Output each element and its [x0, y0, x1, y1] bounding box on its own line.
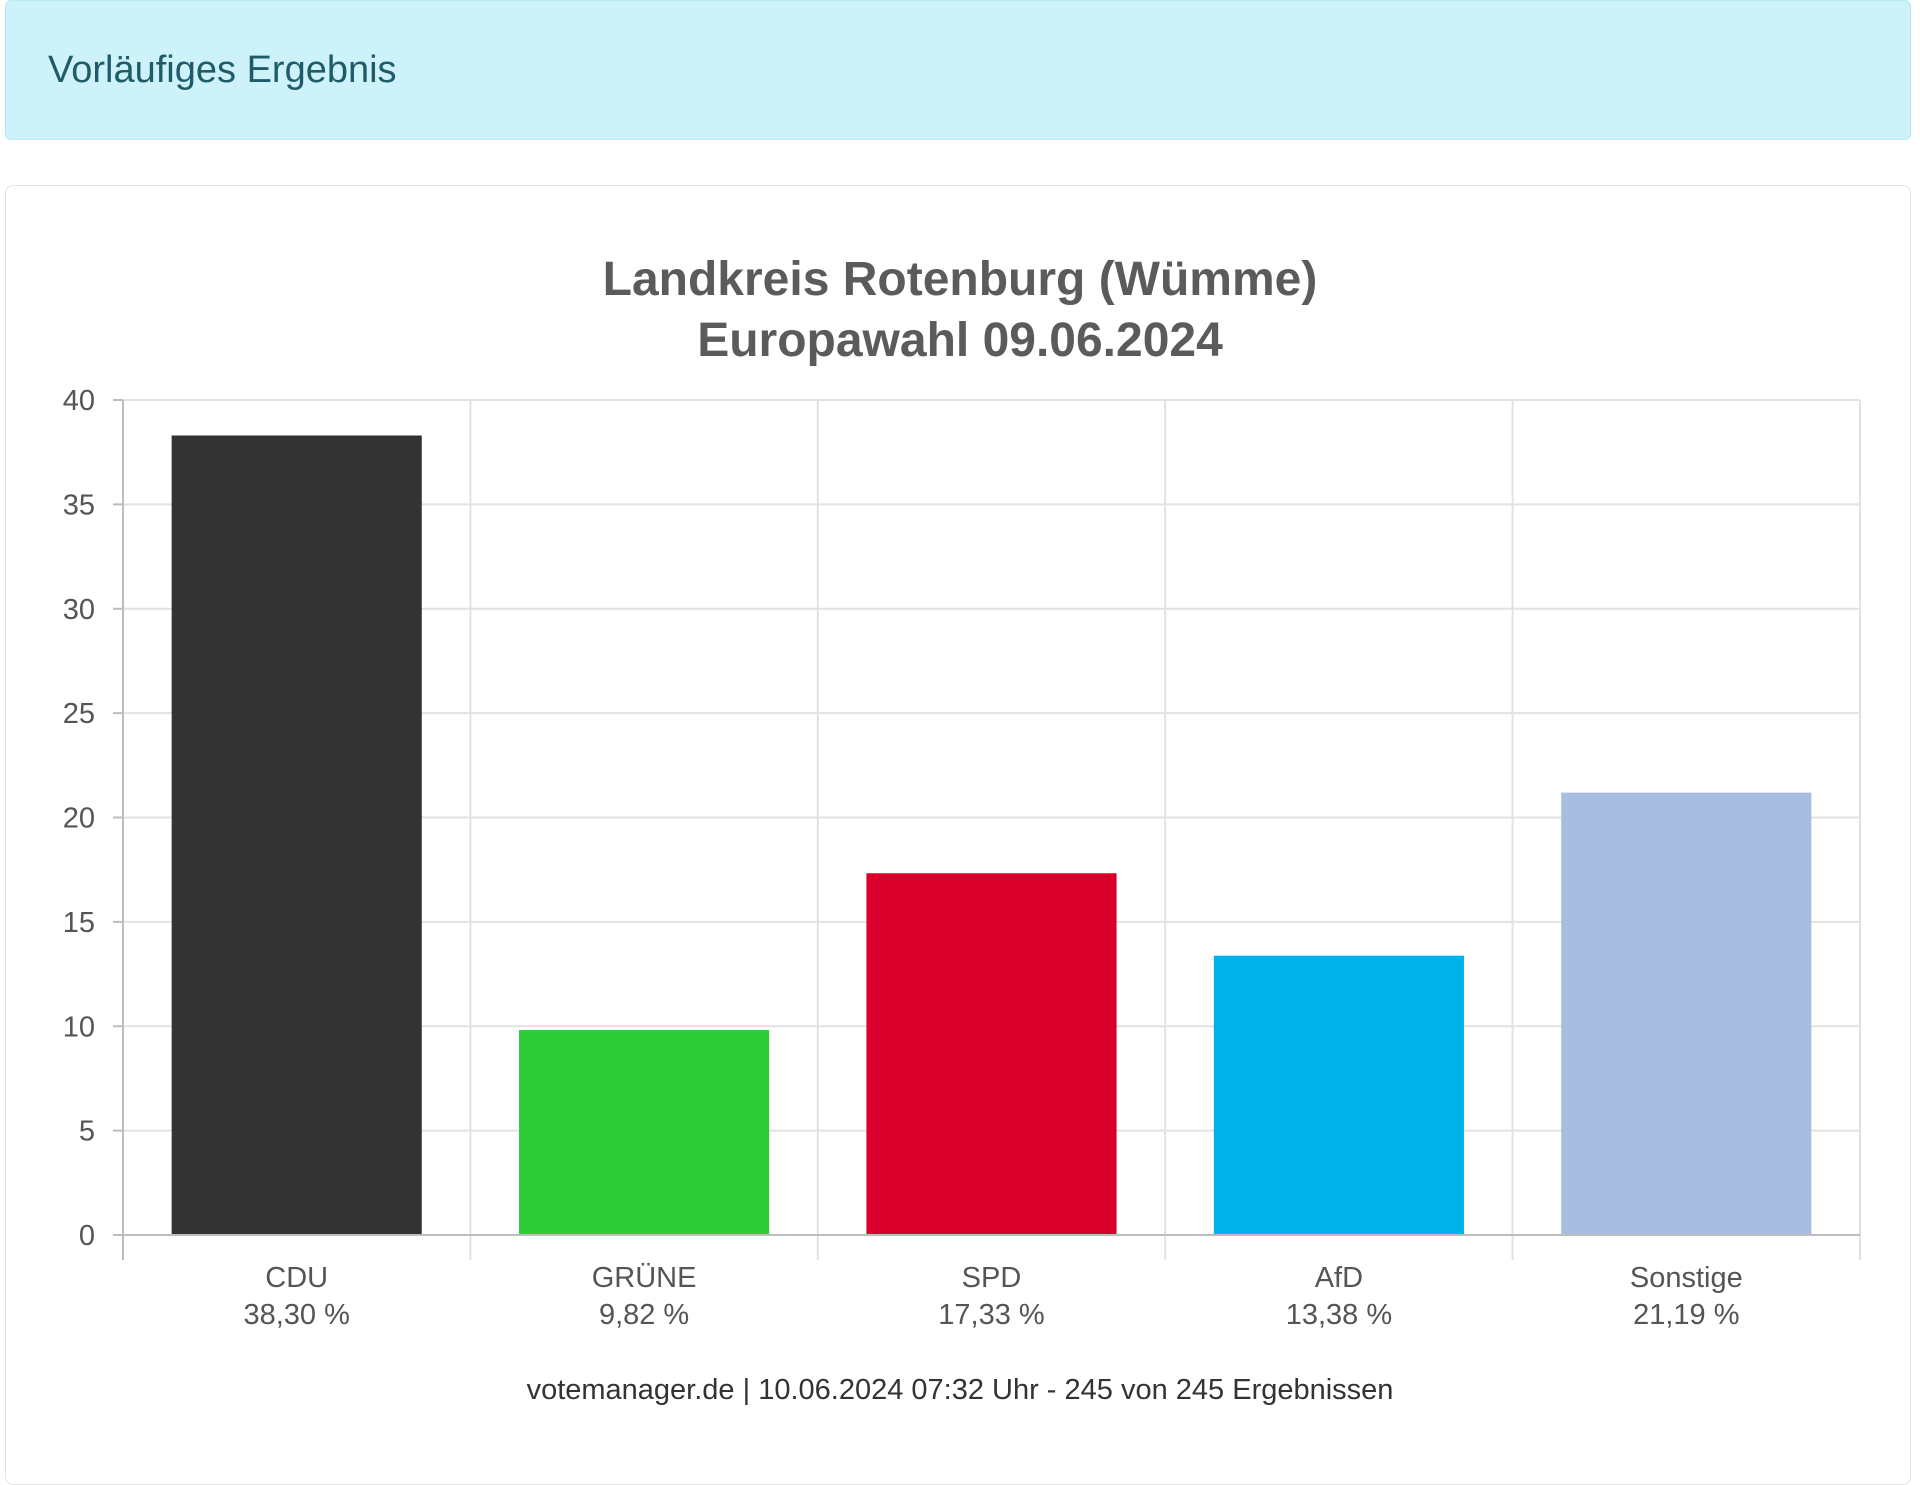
y-tick-label: 15 — [63, 907, 95, 939]
chart-footer: votemanager.de | 10.06.2024 07:32 Uhr - … — [526, 1374, 1394, 1406]
value-label: 17,33 % — [938, 1299, 1044, 1331]
y-tick-label: 35 — [63, 489, 95, 521]
preliminary-result-alert: Vorläufiges Ergebnis — [5, 0, 1911, 140]
value-label: 13,38 % — [1286, 1299, 1392, 1331]
alert-text: Vorläufiges Ergebnis — [48, 48, 397, 91]
category-label: AfD — [1315, 1262, 1363, 1294]
category-label: CDU — [265, 1262, 328, 1294]
bar-grüne — [519, 1030, 770, 1235]
y-tick-label: 5 — [79, 1116, 95, 1148]
y-tick-label: 30 — [63, 594, 95, 626]
bar-afd — [1213, 955, 1464, 1235]
y-tick-label: 0 — [79, 1220, 95, 1252]
value-label: 21,19 % — [1633, 1299, 1739, 1331]
category-label: SPD — [962, 1262, 1022, 1294]
bar-spd — [866, 873, 1117, 1235]
y-tick-label: 10 — [63, 1011, 95, 1043]
category-label: Sonstige — [1630, 1262, 1743, 1294]
chart-title: Landkreis Rotenburg (Wümme) — [602, 253, 1318, 306]
bar-sonstige — [1561, 792, 1812, 1235]
bar-cdu — [171, 435, 422, 1235]
y-tick-label: 20 — [63, 803, 95, 835]
y-tick-label: 25 — [63, 698, 95, 730]
value-label: 38,30 % — [243, 1299, 349, 1331]
category-label: GRÜNE — [592, 1262, 697, 1294]
value-label: 9,82 % — [599, 1299, 689, 1331]
chart-subtitle: Europawahl 09.06.2024 — [697, 314, 1223, 367]
bar-chart: 0 5 10 15 20 25 30 35 40 CDU 38,30 % GRÜNE 9,82 % SPD… — [63, 385, 1861, 1331]
y-tick-label: 40 — [63, 385, 95, 417]
